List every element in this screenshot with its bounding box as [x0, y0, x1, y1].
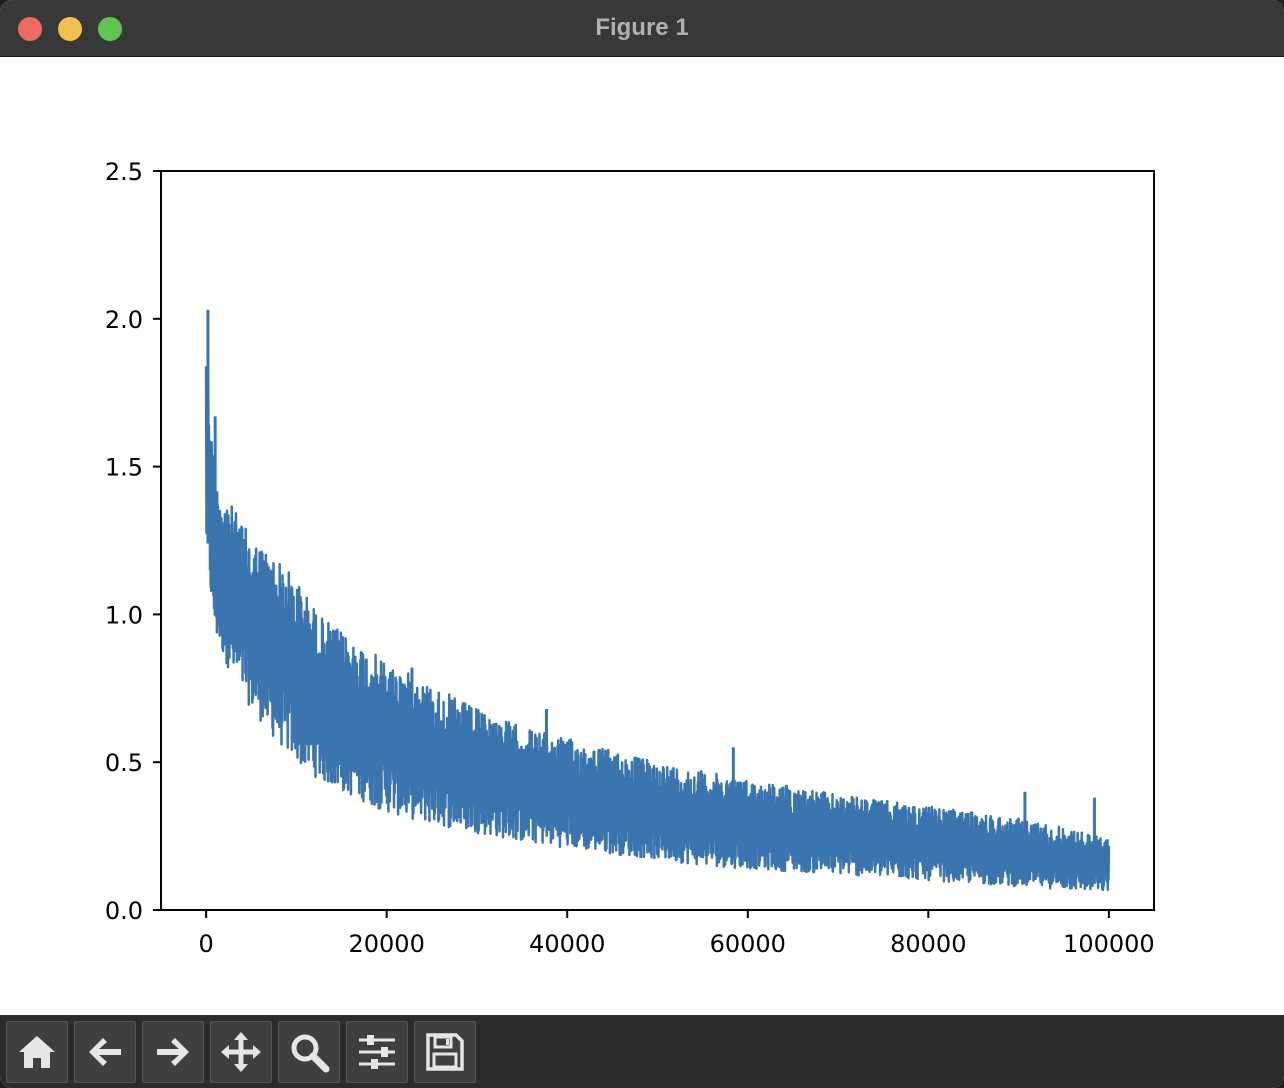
- x-tick-label: 80000: [890, 930, 966, 958]
- y-tick-label: 2.5: [105, 158, 143, 186]
- save-button[interactable]: [414, 1021, 476, 1083]
- minimize-window-button[interactable]: [58, 17, 82, 41]
- maximize-window-button[interactable]: [98, 17, 122, 41]
- floppy-disk-icon: [426, 1033, 464, 1071]
- x-tick-label: 20000: [349, 930, 425, 958]
- figure-canvas: 0 20000 40000 60000 80000 100000 0.0 0.5 1.0 1.5 2…: [0, 57, 1284, 1015]
- y-tick-label: 0.0: [105, 897, 143, 925]
- move-icon: [221, 1032, 261, 1072]
- back-button[interactable]: [74, 1021, 136, 1083]
- x-tick-label: 100000: [1063, 930, 1155, 958]
- y-tick-label: 2.0: [105, 306, 143, 334]
- x-tick-label: 0: [198, 930, 213, 958]
- zoom-button[interactable]: [278, 1021, 340, 1083]
- magnifier-icon: [291, 1034, 330, 1073]
- home-button[interactable]: [6, 1021, 68, 1083]
- navigation-toolbar: [0, 1015, 1284, 1088]
- axes-frame: [160, 170, 1155, 911]
- close-window-button[interactable]: [18, 17, 42, 41]
- arrow-right-icon: [157, 1038, 189, 1066]
- sliders-icon: [359, 1035, 395, 1069]
- x-tick-label: 40000: [529, 930, 605, 958]
- y-tick-label: 1.0: [105, 601, 143, 629]
- window-title: Figure 1: [595, 14, 689, 41]
- y-tick-label: 0.5: [105, 749, 143, 777]
- loss-line-chart: 0 20000 40000 60000 80000 100000 0.0 0.5 1.0 1.5 2…: [105, 158, 1155, 958]
- configure-subplots-button[interactable]: [346, 1021, 408, 1083]
- forward-button[interactable]: [142, 1021, 204, 1083]
- y-tick-label: 1.5: [105, 454, 143, 482]
- home-icon: [19, 1036, 55, 1068]
- x-tick-label: 60000: [710, 930, 786, 958]
- arrow-left-icon: [89, 1038, 121, 1066]
- pan-button[interactable]: [210, 1021, 272, 1083]
- title-bar: Figure 1: [0, 0, 1284, 57]
- loss-series-line: [204, 366, 1111, 892]
